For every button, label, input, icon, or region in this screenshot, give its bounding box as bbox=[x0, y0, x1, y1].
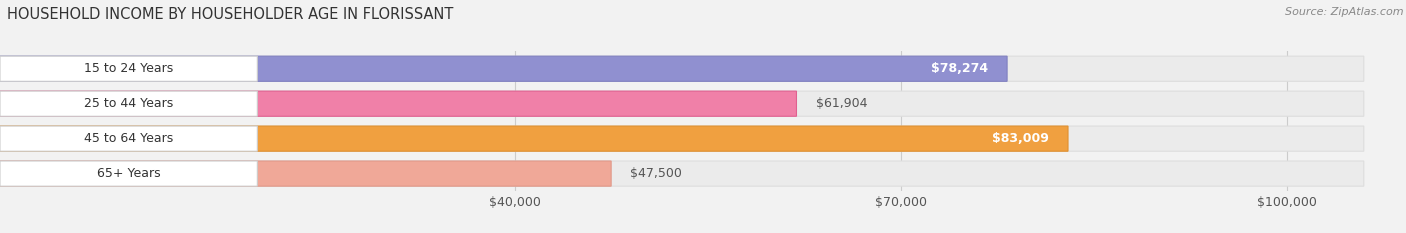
FancyBboxPatch shape bbox=[0, 56, 257, 81]
Text: $47,500: $47,500 bbox=[630, 167, 682, 180]
Text: $78,274: $78,274 bbox=[931, 62, 988, 75]
Text: 65+ Years: 65+ Years bbox=[97, 167, 160, 180]
FancyBboxPatch shape bbox=[0, 126, 1364, 151]
FancyBboxPatch shape bbox=[0, 91, 257, 116]
Text: 45 to 64 Years: 45 to 64 Years bbox=[84, 132, 173, 145]
Text: $83,009: $83,009 bbox=[991, 132, 1049, 145]
FancyBboxPatch shape bbox=[0, 91, 1364, 116]
Text: 15 to 24 Years: 15 to 24 Years bbox=[84, 62, 173, 75]
FancyBboxPatch shape bbox=[0, 161, 612, 186]
Text: Source: ZipAtlas.com: Source: ZipAtlas.com bbox=[1285, 7, 1403, 17]
Text: 25 to 44 Years: 25 to 44 Years bbox=[84, 97, 173, 110]
FancyBboxPatch shape bbox=[0, 161, 1364, 186]
FancyBboxPatch shape bbox=[0, 56, 1007, 81]
FancyBboxPatch shape bbox=[0, 56, 1364, 81]
FancyBboxPatch shape bbox=[0, 126, 1069, 151]
Text: HOUSEHOLD INCOME BY HOUSEHOLDER AGE IN FLORISSANT: HOUSEHOLD INCOME BY HOUSEHOLDER AGE IN F… bbox=[7, 7, 453, 22]
FancyBboxPatch shape bbox=[0, 161, 257, 186]
FancyBboxPatch shape bbox=[0, 126, 257, 151]
Text: $61,904: $61,904 bbox=[815, 97, 868, 110]
FancyBboxPatch shape bbox=[0, 91, 796, 116]
